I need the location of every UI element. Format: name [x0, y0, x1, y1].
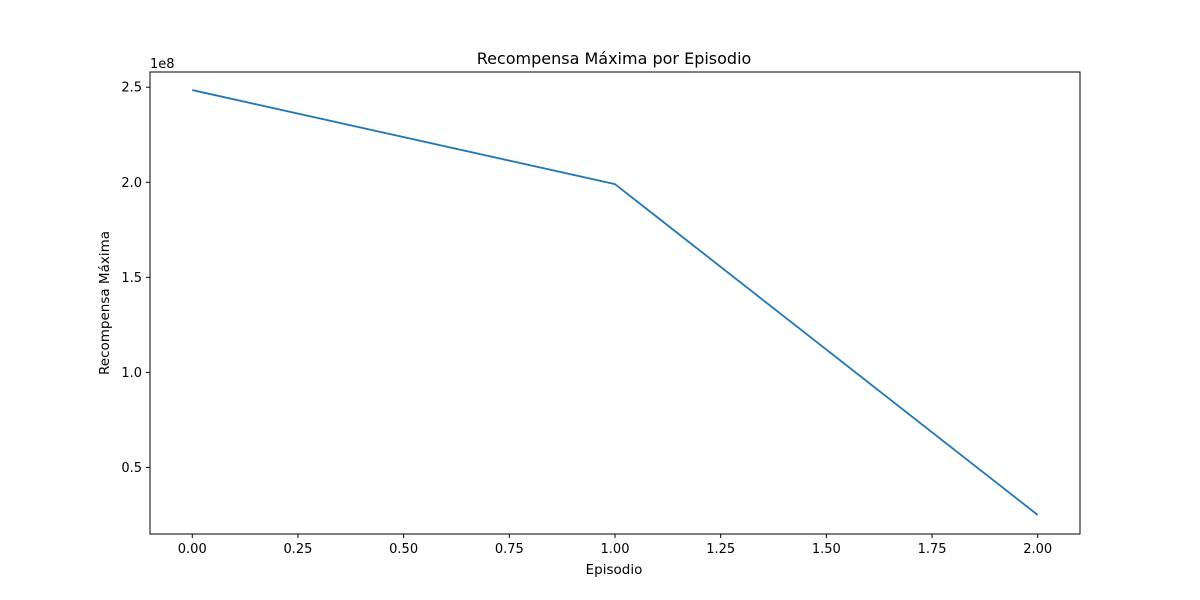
y-axis-label: Recompensa Máxima [97, 231, 113, 375]
chart-title: Recompensa Máxima por Episodio [477, 49, 752, 68]
x-axis-label: Episodio [586, 562, 643, 578]
x-tick-label: 2.00 [1023, 542, 1052, 557]
x-tick-label: 1.50 [812, 542, 841, 557]
y-tick-label: 1.0 [121, 366, 142, 381]
y-tick-label: 2.5 [121, 81, 142, 96]
y-tick-label: 2.0 [121, 176, 142, 191]
series-line [192, 89, 1039, 516]
y-axis-ticks: 0.5 1.0 1.5 2.0 2.5 [121, 81, 150, 476]
x-tick-label: 0.00 [178, 542, 207, 557]
x-tick-label: 1.75 [918, 542, 947, 557]
x-tick-label: 1.25 [706, 542, 735, 557]
plot-area-frame [149, 71, 1081, 535]
x-tick-label: 0.50 [389, 542, 418, 557]
series-layer [192, 89, 1039, 516]
x-tick-label: 1.00 [601, 542, 630, 557]
x-tick-label: 0.25 [283, 542, 312, 557]
x-axis-ticks: 0.00 0.25 0.50 0.75 1.00 1.25 1.50 1.75 2.00 [178, 534, 1052, 557]
y-tick-label: 1.5 [121, 271, 142, 286]
x-tick-label: 0.75 [495, 542, 524, 557]
y-tick-label: 0.5 [121, 461, 142, 476]
y-offset-label: 1e8 [150, 57, 175, 72]
